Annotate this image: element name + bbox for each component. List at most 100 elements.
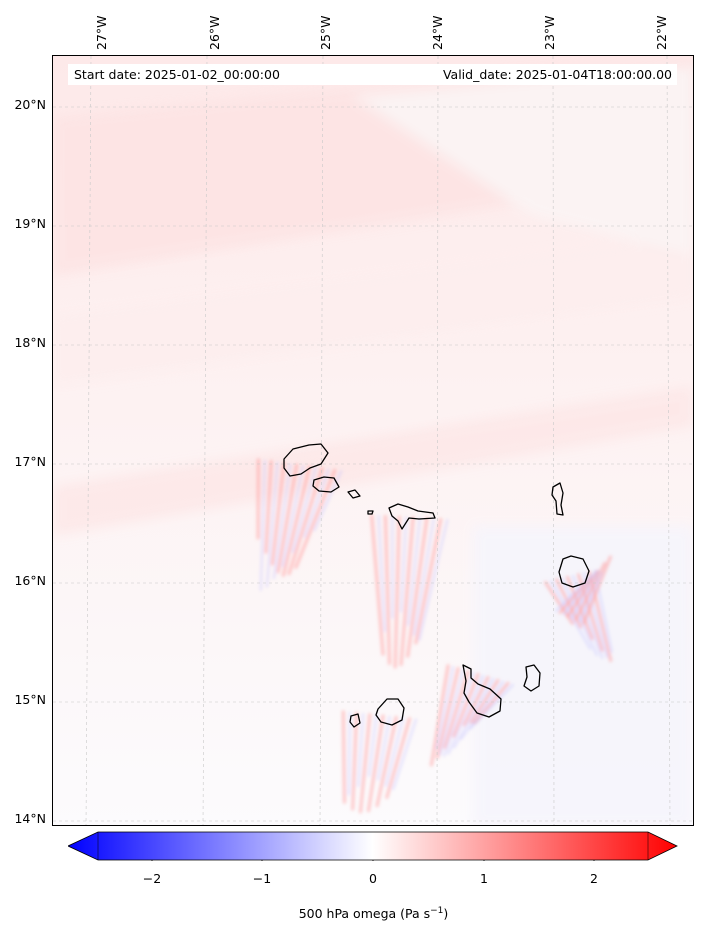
colorbar-gradient xyxy=(68,831,678,861)
colorbar xyxy=(68,831,678,861)
wave-streak xyxy=(460,680,504,740)
wave-streak xyxy=(469,678,500,724)
wave-streak xyxy=(294,468,337,569)
wave-streak xyxy=(393,515,401,669)
wave-streak xyxy=(578,571,603,623)
colorbar-tick-1: 1 xyxy=(480,871,488,886)
wave-streak xyxy=(562,570,598,616)
wave-streak xyxy=(281,465,311,577)
omega-field xyxy=(53,56,693,825)
wave-streak xyxy=(418,518,449,641)
wave-streak xyxy=(407,517,421,627)
wave-streak xyxy=(443,669,470,749)
wave-streak xyxy=(566,569,599,618)
lon-label-22w: 22°W xyxy=(654,15,669,50)
wave-streak xyxy=(366,714,385,813)
wave-streak xyxy=(264,460,273,554)
wave-streak xyxy=(287,467,324,576)
wave-streak xyxy=(413,518,435,636)
wave-streak xyxy=(570,569,601,619)
wave-streak xyxy=(443,671,475,757)
gridlines xyxy=(53,56,693,825)
island-branco xyxy=(367,510,374,515)
wave-streak xyxy=(469,683,514,730)
wave-streak xyxy=(384,716,404,787)
wave-streak xyxy=(265,461,279,588)
wave-streak xyxy=(453,677,495,749)
wave-streak xyxy=(281,464,305,568)
wave-streak xyxy=(560,577,598,657)
wave-streak xyxy=(439,668,465,756)
wave-streak xyxy=(272,463,292,580)
wave-streak xyxy=(462,675,490,727)
wave-streak xyxy=(367,714,378,777)
wave-streak xyxy=(351,711,359,811)
lat-label-17n: 17°N xyxy=(14,454,46,469)
valid-date-label: Valid_date: 2025-01-04T18:00:00.00 xyxy=(442,67,672,82)
colorbar-tick-2: 2 xyxy=(590,871,598,886)
wave-streak xyxy=(399,516,415,667)
wave-streak xyxy=(383,514,392,665)
lat-label-14n: 14°N xyxy=(14,811,46,826)
wave-streak xyxy=(270,461,286,566)
island-santo-antao xyxy=(283,443,329,477)
wave-streak xyxy=(358,712,372,814)
wave-streak xyxy=(582,555,613,625)
lat-label-20n: 20°N xyxy=(14,97,46,112)
colorbar-tick-m2: −2 xyxy=(142,871,162,886)
lon-label-26w: 26°W xyxy=(207,15,222,50)
wave-streak xyxy=(341,710,347,804)
wave-streak xyxy=(347,711,351,796)
lon-label-27w: 27°W xyxy=(94,15,109,50)
wave-streak xyxy=(357,712,365,788)
wave-streak xyxy=(473,681,510,725)
wave-streak xyxy=(414,517,443,645)
wave-streak xyxy=(435,666,460,760)
start-date-label: Start date: 2025-01-02_00:00:00 xyxy=(74,67,280,82)
wave-streak xyxy=(370,514,385,656)
colorbar-title: 500 hPa omega (Pa s−1) xyxy=(298,906,449,922)
wave-streak xyxy=(565,575,594,641)
wave-streak xyxy=(447,674,485,755)
date-info-box: Start date: 2025-01-02_00:00:00 Valid_da… xyxy=(68,64,677,85)
wave-streak xyxy=(435,665,455,750)
wave-streaks xyxy=(256,458,613,814)
island-sao-vicente xyxy=(312,476,340,493)
island-maio xyxy=(523,664,541,692)
broad-bands xyxy=(53,56,693,825)
lon-label-24w: 24°W xyxy=(430,15,445,50)
lon-label-23w: 23°W xyxy=(542,15,557,50)
map-panel[interactable] xyxy=(52,55,694,826)
wave-streak xyxy=(276,463,299,574)
colorbar-ticks xyxy=(151,860,595,861)
lat-label-16n: 16°N xyxy=(14,573,46,588)
wave-streak xyxy=(452,672,480,738)
wave-streak xyxy=(558,577,591,615)
wave-streak xyxy=(259,459,266,592)
lat-label-19n: 19°N xyxy=(14,216,46,231)
wave-streak xyxy=(550,580,592,650)
wave-streak xyxy=(385,717,412,800)
lat-label-18n: 18°N xyxy=(14,335,46,350)
island-sal xyxy=(551,482,564,516)
wave-streak xyxy=(392,718,418,791)
lat-label-15n: 15°N xyxy=(14,692,46,707)
wave-streak xyxy=(291,466,317,553)
island-sao-nicolau xyxy=(388,503,436,530)
wave-streak xyxy=(429,664,450,767)
lon-label-25w: 25°W xyxy=(318,15,333,50)
wave-streak xyxy=(313,470,343,532)
wave-streak xyxy=(400,516,408,613)
wave-streak xyxy=(377,515,386,633)
island-fogo xyxy=(375,698,405,726)
colorbar-tick-0: 0 xyxy=(369,871,377,886)
island-santa-luzia xyxy=(347,489,361,499)
colorbar-tick-m1: −1 xyxy=(252,871,272,886)
island-brava xyxy=(349,713,361,728)
wave-streak xyxy=(375,715,398,808)
island-santiago xyxy=(462,664,502,718)
wave-streak xyxy=(303,468,330,538)
wave-streak xyxy=(406,517,429,658)
wave-streak xyxy=(377,715,391,781)
wave-streak xyxy=(574,562,607,622)
